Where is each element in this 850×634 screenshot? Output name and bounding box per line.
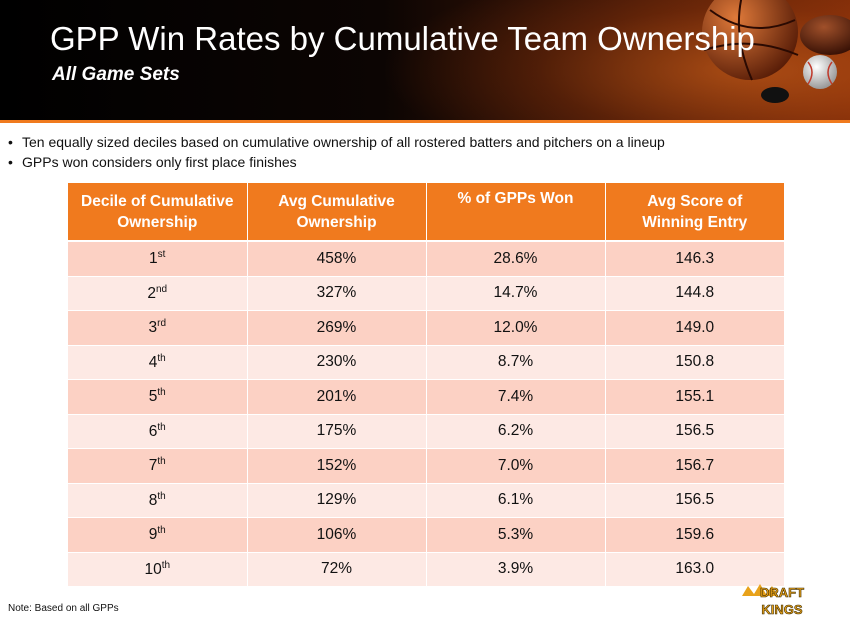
winning-score-cell: 146.3 — [605, 241, 784, 277]
decile-cell: 1st — [68, 241, 248, 277]
ownership-table: Decile of Cumulative Ownership Avg Cumula… — [68, 183, 784, 587]
winning-score-cell: 156.5 — [605, 483, 784, 518]
decile-cell: 9th — [68, 517, 248, 553]
gpps-won-cell: 28.6% — [426, 241, 606, 277]
bullet-item: • GPPs won considers only first place fin… — [8, 154, 297, 170]
ownership-cell: 327% — [247, 276, 427, 311]
decile-cell: 4th — [68, 345, 248, 380]
logo-text-top: DRAFT — [760, 585, 804, 600]
gpps-won-cell: 3.9% — [426, 552, 606, 587]
table-row: 7th 152% 7.0% 156.7 — [68, 448, 784, 484]
ownership-cell: 129% — [247, 483, 427, 518]
winning-score-cell: 163.0 — [605, 552, 784, 587]
winning-score-cell: 156.5 — [605, 414, 784, 449]
header-banner: GPP Win Rates by Cumulative Team Ownersh… — [0, 0, 850, 120]
ownership-cell: 458% — [247, 241, 427, 277]
draftkings-logo: DRAFT KINGS — [742, 584, 804, 617]
ownership-cell: 269% — [247, 310, 427, 346]
header-divider — [0, 120, 850, 123]
ownership-cell: 72% — [247, 552, 427, 587]
decile-cell: 6th — [68, 414, 248, 449]
decile-cell: 10th — [68, 552, 248, 587]
gpps-won-cell: 7.4% — [426, 379, 606, 415]
decile-cell: 2nd — [68, 276, 248, 311]
gpps-won-cell: 5.3% — [426, 517, 606, 553]
winning-score-cell: 155.1 — [605, 379, 784, 415]
header-avg-ownership: Avg Cumulative Ownership — [247, 183, 427, 242]
ownership-cell: 175% — [247, 414, 427, 449]
sports-balls-graphic — [702, 0, 850, 103]
hockey-puck-icon — [761, 87, 789, 103]
winning-score-cell: 144.8 — [605, 276, 784, 311]
crown-icon — [742, 584, 778, 596]
table-row: 1st 458% 28.6% 146.3 — [68, 241, 784, 277]
table-row: 3rd 269% 12.0% 149.0 — [68, 310, 784, 346]
winning-score-cell: 149.0 — [605, 310, 784, 346]
bullet-dot-icon: • — [8, 154, 13, 170]
table-row: 9th 106% 5.3% 159.6 — [68, 517, 784, 553]
gpps-won-cell: 14.7% — [426, 276, 606, 311]
decile-cell: 8th — [68, 483, 248, 518]
table-row: 8th 129% 6.1% 156.5 — [68, 483, 784, 518]
ownership-cell: 152% — [247, 448, 427, 484]
decile-cell: 3rd — [68, 310, 248, 346]
ownership-cell: 230% — [247, 345, 427, 380]
header-winning-score: Avg Score of Winning Entry — [605, 183, 784, 242]
gpps-won-cell: 12.0% — [426, 310, 606, 346]
gpps-won-cell: 8.7% — [426, 345, 606, 380]
ownership-cell: 106% — [247, 517, 427, 553]
gpps-won-cell: 6.1% — [426, 483, 606, 518]
table-row: 5th 201% 7.4% 155.1 — [68, 379, 784, 415]
page-subtitle: All Game Sets — [52, 64, 180, 85]
table-row: 6th 175% 6.2% 156.5 — [68, 414, 784, 449]
winning-score-cell: 159.6 — [605, 517, 784, 553]
gpps-won-cell: 6.2% — [426, 414, 606, 449]
table-row: 10th 72% 3.9% 163.0 — [68, 552, 784, 587]
header-decile: Decile of Cumulative Ownership — [68, 183, 248, 242]
table-row: 2nd 327% 14.7% 144.8 — [68, 276, 784, 311]
winning-score-cell: 156.7 — [605, 448, 784, 484]
bullet-dot-icon: • — [8, 134, 13, 150]
decile-cell: 7th — [68, 448, 248, 484]
decile-cell: 5th — [68, 379, 248, 415]
header-gpps-won: % of GPPs Won — [426, 183, 606, 242]
baseball-icon — [803, 55, 837, 89]
gpps-won-cell: 7.0% — [426, 448, 606, 484]
page-title: GPP Win Rates by Cumulative Team Ownersh… — [50, 20, 755, 57]
bullet-item: • Ten equally sized deciles based on cumu… — [8, 134, 665, 150]
bullet-list: • Ten equally sized deciles based on cumu… — [8, 132, 665, 172]
footnote: Note: Based on all GPPs — [8, 603, 119, 614]
table-row: 4th 230% 8.7% 150.8 — [68, 345, 784, 380]
logo-text-bottom: KINGS — [761, 602, 803, 617]
football-icon — [800, 15, 850, 55]
ownership-cell: 201% — [247, 379, 427, 415]
winning-score-cell: 150.8 — [605, 345, 784, 380]
table-header-row: Decile of Cumulative Ownership Avg Cumula… — [68, 183, 784, 242]
